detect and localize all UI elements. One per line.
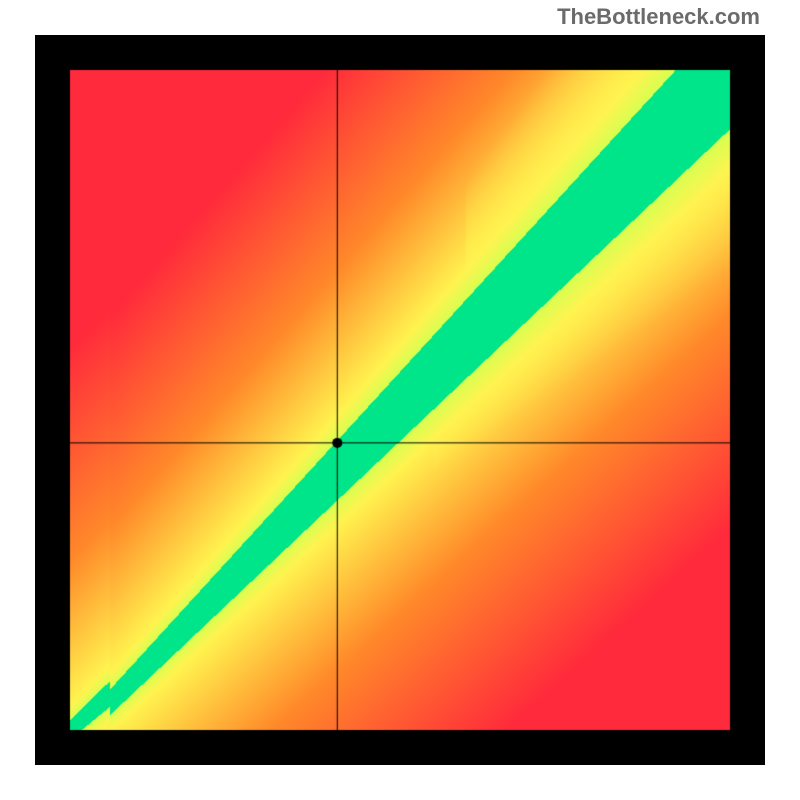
bottleneck-heatmap bbox=[35, 35, 765, 765]
chart-frame bbox=[35, 35, 765, 765]
chart-container: TheBottleneck.com bbox=[0, 0, 800, 800]
watermark-text: TheBottleneck.com bbox=[557, 4, 760, 30]
